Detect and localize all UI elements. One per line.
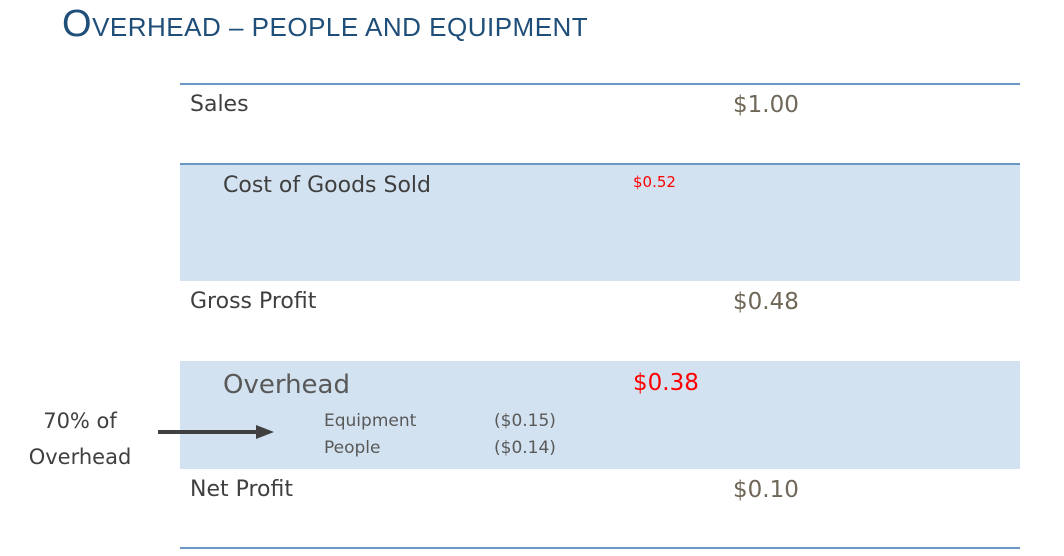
gross-profit-amount: $0.48 <box>733 289 799 315</box>
sales-label: Sales <box>190 92 249 117</box>
cogs-label: Cost of Goods Sold <box>223 173 431 198</box>
note-line-2: Overhead <box>28 445 132 469</box>
gross-profit-label: Gross Profit <box>190 289 317 314</box>
people-label: People <box>324 438 381 458</box>
overhead-amount: $0.38 <box>633 370 699 396</box>
table-top-rule <box>180 83 1020 85</box>
net-profit-label: Net Profit <box>190 477 293 502</box>
title-initial: O <box>62 3 93 45</box>
cogs-band <box>180 165 1020 281</box>
note-line-1: 70% of <box>43 409 117 433</box>
people-amount: ($0.14) <box>494 438 556 458</box>
overhead-band <box>180 361 1020 469</box>
table-bottom-rule <box>180 547 1020 549</box>
title-rest: VERHEAD – PEOPLE AND EQUIPMENT <box>92 12 589 42</box>
net-profit-amount: $0.10 <box>733 477 799 503</box>
cogs-top-rule <box>180 163 1020 165</box>
sales-amount: $1.00 <box>733 92 799 118</box>
overhead-share-note: 70% of Overhead <box>12 403 148 475</box>
cogs-amount: $0.52 <box>633 173 676 191</box>
arrow-right-icon <box>158 425 274 439</box>
overhead-label: Overhead <box>223 370 350 400</box>
slide-title: OVERHEAD – PEOPLE AND EQUIPMENT <box>62 2 588 49</box>
equipment-amount: ($0.15) <box>494 411 556 431</box>
equipment-label: Equipment <box>324 411 417 431</box>
